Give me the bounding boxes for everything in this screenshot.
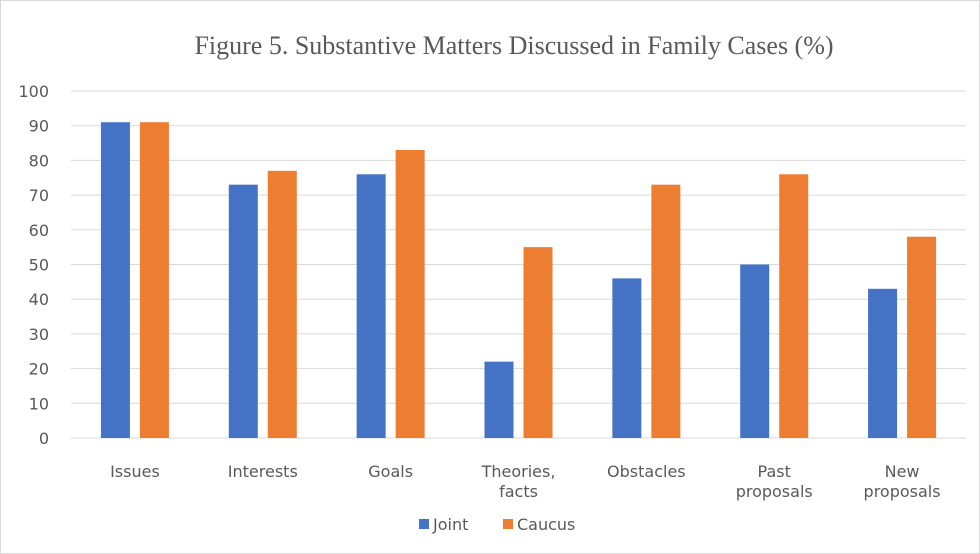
bar-joint — [740, 264, 770, 438]
y-tick-label: 40 — [29, 290, 49, 309]
x-tick-label: proposals — [864, 482, 941, 501]
y-tick-label: 70 — [29, 186, 49, 205]
bar-joint — [484, 361, 514, 438]
gridlines — [71, 90, 966, 439]
y-tick-label: 0 — [39, 429, 49, 448]
bar-caucus — [267, 170, 297, 438]
y-tick-label: 30 — [29, 325, 49, 344]
legend-swatch-joint — [419, 519, 429, 529]
bar-joint — [612, 278, 642, 438]
bar-joint — [356, 174, 386, 438]
chart-title: Figure 5. Substantive Matters Discussed … — [194, 31, 833, 60]
legend-label-caucus: Caucus — [517, 515, 575, 534]
bar-caucus — [651, 184, 681, 438]
x-tick-label: Past — [758, 462, 791, 481]
y-tick-label: 90 — [29, 117, 49, 136]
x-tick-label: Obstacles — [607, 462, 686, 481]
y-tick-label: 100 — [18, 82, 49, 101]
x-tick-label: Interests — [228, 462, 298, 481]
bar-joint — [228, 184, 258, 438]
bar-caucus — [139, 122, 169, 438]
bar-caucus — [779, 174, 809, 438]
y-tick-label: 20 — [29, 360, 49, 379]
x-tick-label: Goals — [368, 462, 413, 481]
x-tick-label: Issues — [110, 462, 160, 481]
bars — [100, 122, 937, 439]
y-tick-label: 60 — [29, 221, 49, 240]
x-tick-label: facts — [499, 482, 538, 501]
x-tick-label: Theories, — [481, 462, 556, 481]
x-tick-label: proposals — [736, 482, 813, 501]
legend-label-joint: Joint — [432, 515, 468, 534]
bar-caucus — [395, 149, 425, 439]
bar-caucus — [523, 247, 553, 438]
legend: Joint Caucus — [419, 515, 575, 534]
legend-swatch-caucus — [503, 519, 513, 529]
x-tick-label: New — [885, 462, 920, 481]
bar-joint — [868, 288, 898, 438]
y-axis-ticks: 0 10 20 30 40 50 60 70 80 90 100 — [18, 82, 49, 448]
x-axis-ticks: Issues Interests Goals Theories,facts Obstac… — [110, 462, 941, 501]
bar-joint — [100, 122, 130, 438]
y-tick-label: 10 — [29, 394, 49, 413]
y-tick-label: 80 — [29, 151, 49, 170]
bar-caucus — [907, 236, 937, 438]
y-tick-label: 50 — [29, 256, 49, 275]
